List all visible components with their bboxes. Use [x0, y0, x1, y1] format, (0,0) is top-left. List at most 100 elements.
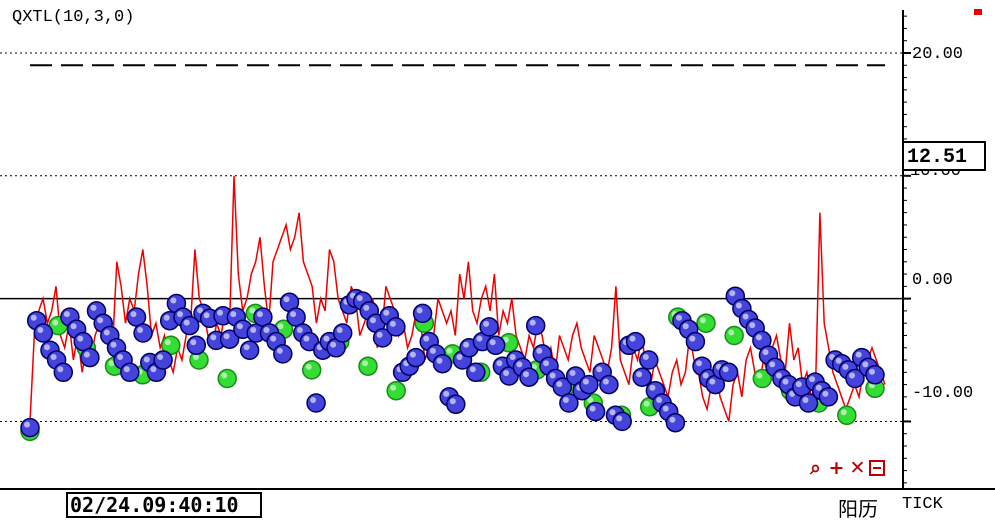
blue-marker-highlight: [775, 372, 782, 379]
blue-marker-highlight: [835, 357, 842, 364]
green-marker: [837, 405, 857, 426]
blue-marker-highlight: [436, 357, 443, 364]
blue-marker: [412, 303, 433, 324]
blue-marker-highlight: [137, 327, 144, 333]
blue-marker: [612, 411, 632, 432]
blue-marker-highlight: [57, 366, 64, 373]
blue-marker-highlight: [389, 320, 396, 327]
period-label[interactable]: TICK: [902, 495, 943, 514]
blue-marker-highlight: [489, 339, 496, 346]
blue-marker-highlight: [649, 384, 656, 391]
blue-marker-highlight: [290, 311, 297, 318]
blue-marker-highlight: [197, 307, 203, 314]
blue-marker-highlight: [516, 361, 523, 368]
close-icon[interactable]: ✕: [849, 457, 866, 479]
blue-marker: [153, 350, 173, 370]
blue-marker-highlight: [210, 334, 217, 341]
blue-marker-highlight: [589, 405, 596, 412]
blue-marker: [432, 353, 453, 374]
blue-marker: [332, 323, 353, 343]
blue-marker-highlight: [802, 397, 809, 403]
y-tick-label: -10.00: [912, 384, 974, 403]
blue-marker: [20, 417, 40, 438]
blue-marker-highlight: [83, 351, 90, 358]
chart-title: QXTL(10,3,0): [12, 8, 135, 27]
calendar-label[interactable]: 阳历: [838, 497, 878, 521]
green-marker: [301, 360, 322, 380]
blue-marker: [639, 350, 659, 370]
grid-lines: [0, 52, 903, 422]
blue-marker-highlight: [310, 397, 317, 403]
green-marker-highlight: [52, 319, 59, 326]
blue-marker-highlight: [849, 372, 855, 379]
blue-marker: [239, 340, 260, 360]
blue-marker-highlight: [862, 361, 869, 368]
blue-marker: [80, 347, 100, 368]
blue-marker-highlight: [609, 409, 616, 416]
blue-marker-highlight: [549, 372, 556, 379]
blue-marker-highlight: [629, 335, 636, 342]
blue-marker-highlight: [815, 384, 822, 391]
blue-marker-highlight: [503, 370, 510, 376]
blue-marker-highlight: [336, 327, 343, 333]
blue-marker-highlight: [642, 354, 649, 360]
blue-marker-highlight: [409, 351, 416, 358]
blue-marker-highlight: [110, 341, 117, 348]
blue-marker-highlight: [795, 381, 802, 388]
blue-marker-highlight: [130, 311, 137, 318]
blue-marker-highlight: [749, 322, 756, 329]
blue-marker: [53, 362, 74, 383]
blue-marker-highlight: [123, 366, 130, 373]
blue-marker: [186, 335, 207, 356]
blue-marker-highlight: [669, 416, 676, 423]
blue-marker-highlight: [762, 349, 769, 356]
blue-marker-highlight: [370, 317, 376, 324]
blue-marker-highlight: [809, 376, 816, 383]
series-line: [29, 175, 886, 422]
blue-marker: [386, 317, 406, 337]
blue-marker: [818, 387, 839, 407]
blue-marker-highlight: [163, 314, 170, 321]
blue-marker-highlight: [855, 351, 862, 358]
blue-marker-highlight: [483, 320, 490, 327]
blue-marker-highlight: [223, 333, 230, 340]
blue-marker-highlight: [496, 360, 503, 367]
blue-marker-highlight: [463, 341, 470, 348]
blue-marker-highlight: [722, 366, 729, 373]
blue-marker-highlight: [569, 370, 576, 376]
green-marker-highlight: [164, 339, 171, 346]
blue-marker-highlight: [177, 311, 183, 318]
blue-marker-highlight: [449, 398, 456, 405]
green-marker-highlight: [390, 384, 397, 391]
green-marker-highlight: [249, 307, 256, 314]
y-axis-tick-marks: [903, 15, 911, 484]
blue-marker: [718, 362, 739, 383]
green-marker: [696, 313, 716, 333]
green-marker-highlight: [362, 360, 368, 367]
chart-toolbar: ⌕ + ✕: [806, 458, 885, 478]
blue-marker-highlight: [742, 313, 749, 320]
blue-marker: [665, 412, 686, 433]
blue-marker: [585, 401, 606, 422]
zoom-icon[interactable]: ⌕: [810, 457, 821, 479]
blue-marker-highlight: [97, 317, 104, 324]
green-marker-highlight: [305, 363, 312, 370]
blue-marker: [525, 315, 546, 336]
blue-marker-highlight: [30, 314, 37, 321]
blue-marker: [632, 367, 652, 387]
blue-marker-highlight: [696, 360, 702, 367]
blue-marker: [133, 323, 153, 343]
green-marker: [358, 356, 378, 376]
blue-marker-highlight: [636, 371, 643, 378]
plus-icon[interactable]: +: [828, 457, 845, 479]
blue-marker-highlight: [296, 327, 303, 333]
blue-marker-highlight: [63, 311, 70, 318]
blue-marker: [306, 393, 326, 413]
blue-marker-highlight: [662, 405, 669, 412]
blue-marker-highlight: [77, 335, 84, 342]
blue-marker: [685, 331, 706, 352]
blue-marker: [120, 362, 140, 383]
blue-marker-highlight: [456, 354, 463, 360]
blue-marker-highlight: [602, 378, 609, 385]
window-icon[interactable]: [869, 460, 885, 476]
